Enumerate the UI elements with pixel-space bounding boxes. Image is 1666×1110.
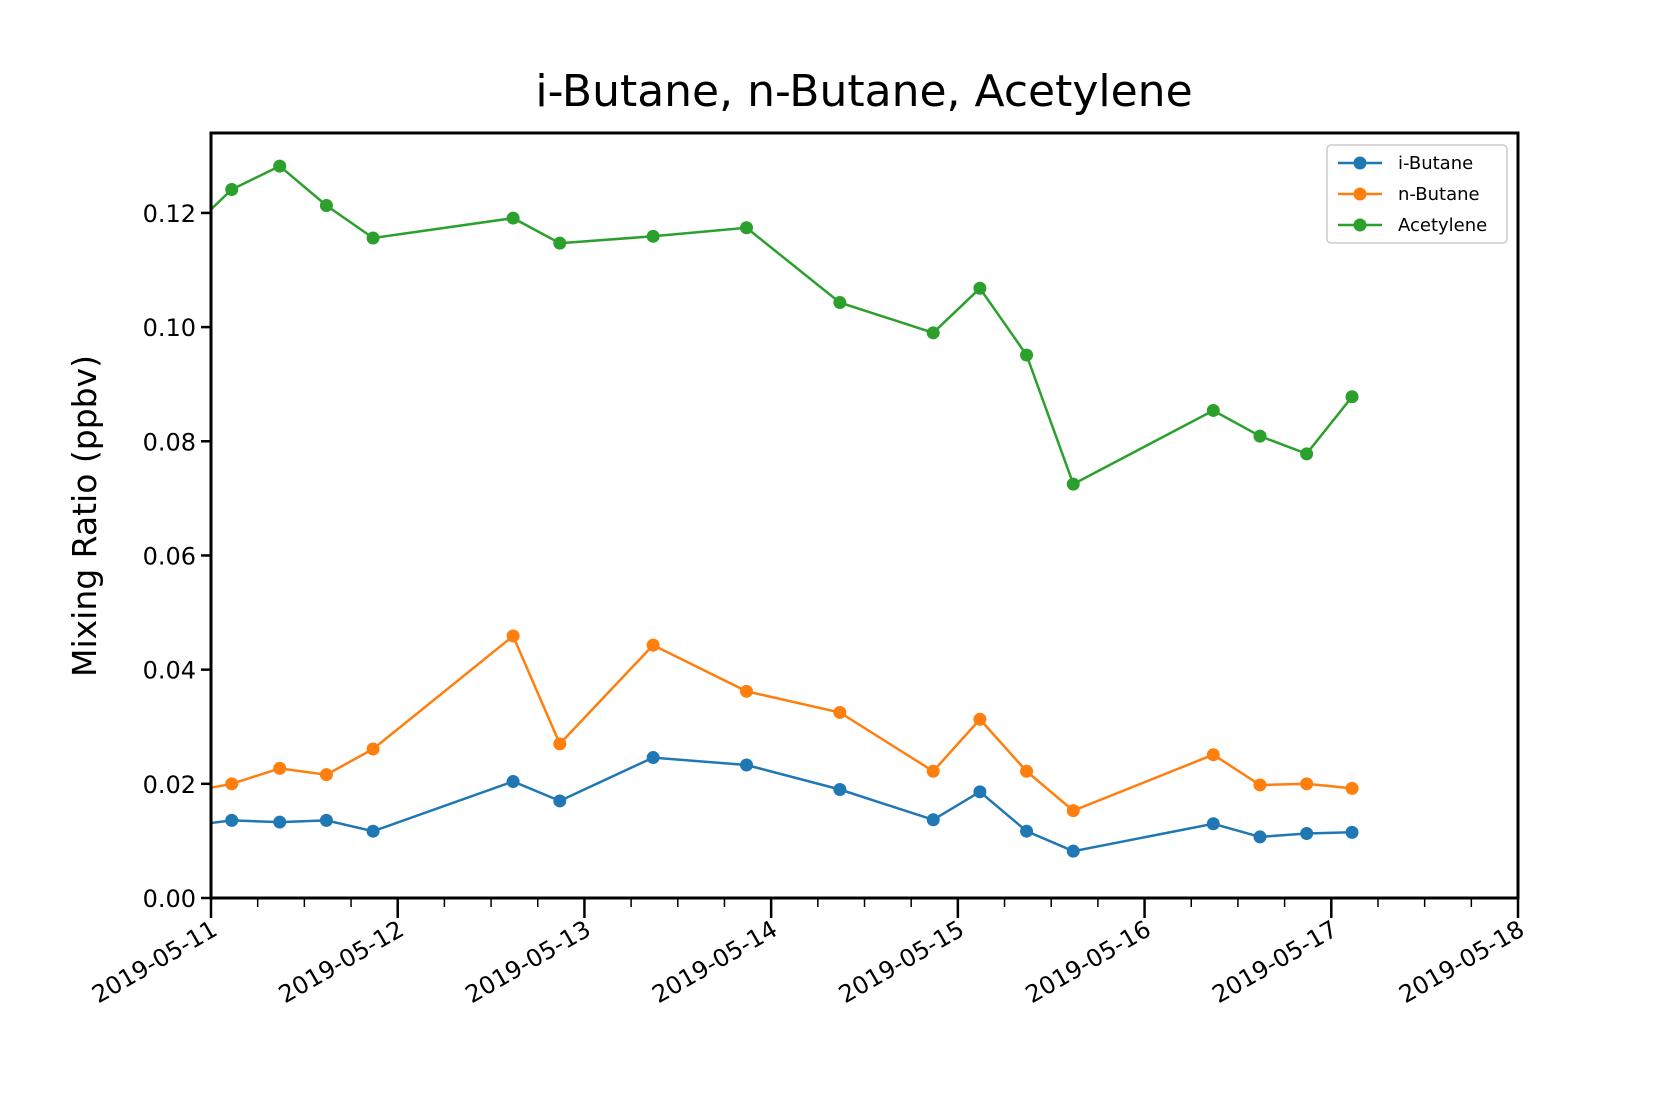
legend: i-Butane n-Butane Acetylene — [1326, 144, 1508, 244]
data-point-acetylene — [1206, 403, 1220, 417]
data-point-n-butane — [553, 737, 567, 751]
data-point-i-butane — [1206, 817, 1220, 831]
x-tick-label: 2019-05-16 — [1021, 915, 1156, 1009]
data-point-i-butane — [973, 785, 987, 799]
data-point-i-butane — [740, 758, 754, 772]
x-tick-label: 2019-05-11 — [87, 915, 222, 1009]
data-point-n-butane — [926, 764, 940, 778]
data-point-acetylene — [1300, 447, 1314, 461]
y-tick-label: 0.02 — [143, 771, 196, 799]
legend-label: Acetylene — [1398, 215, 1487, 236]
legend-label: i-Butane — [1398, 153, 1473, 174]
x-tick-label: 2019-05-15 — [834, 915, 969, 1009]
legend-marker — [1353, 187, 1367, 201]
legend-label: n-Butane — [1398, 184, 1480, 205]
data-point-n-butane — [740, 684, 754, 698]
data-point-i-butane — [273, 815, 287, 829]
data-point-n-butane — [366, 742, 380, 756]
data-point-n-butane — [973, 712, 987, 726]
data-point-acetylene — [1066, 477, 1080, 491]
data-point-i-butane — [1253, 830, 1267, 844]
data-point-i-butane — [1345, 825, 1359, 839]
x-tick-label: 2019-05-17 — [1207, 915, 1342, 1009]
data-point-n-butane — [225, 777, 239, 791]
data-point-n-butane — [1206, 748, 1220, 762]
y-tick-label: 0.04 — [143, 657, 196, 685]
data-point-n-butane — [833, 705, 847, 719]
data-point-acetylene — [319, 199, 333, 213]
legend-box — [1326, 144, 1508, 244]
data-point-acetylene — [973, 281, 987, 295]
data-point-acetylene — [366, 231, 380, 245]
chart-title: i-Butane, n-Butane, Acetylene — [535, 66, 1192, 117]
data-point-acetylene — [833, 296, 847, 310]
data-point-n-butane — [1020, 764, 1034, 778]
y-tick-label: 0.06 — [143, 542, 196, 570]
data-point-acetylene — [273, 159, 287, 173]
series-line-i-butane — [211, 756, 1353, 853]
x-tick-label: 2019-05-18 — [1394, 915, 1529, 1009]
legend-marker — [1353, 218, 1367, 232]
data-point-n-butane — [646, 638, 660, 652]
x-axis: 2019-05-11 2019-05-12 2019-05-13 2019-05-14… — [87, 898, 1529, 1009]
series-line-acetylene — [211, 164, 1353, 486]
data-point-acetylene — [646, 229, 660, 243]
y-tick-label: 0.12 — [143, 200, 196, 228]
series-line-n-butane — [211, 633, 1353, 813]
data-point-i-butane — [926, 813, 940, 827]
data-point-acetylene — [740, 221, 754, 235]
data-point-i-butane — [833, 783, 847, 797]
x-tick-label: 2019-05-14 — [647, 915, 782, 1009]
data-point-n-butane — [1300, 777, 1314, 791]
data-point-n-butane — [273, 761, 287, 775]
y-tick-label: 0.00 — [143, 885, 196, 913]
data-point-acetylene — [506, 211, 520, 225]
data-point-i-butane — [646, 751, 660, 765]
data-point-i-butane — [1066, 844, 1080, 858]
series-layer — [189, 159, 1359, 858]
data-point-n-butane — [1066, 804, 1080, 818]
data-point-n-butane — [1345, 781, 1359, 795]
data-point-i-butane — [225, 813, 239, 827]
data-point-i-butane — [319, 813, 333, 827]
data-point-n-butane — [506, 629, 520, 643]
data-point-i-butane — [366, 824, 380, 838]
data-point-acetylene — [553, 236, 567, 250]
data-point-i-butane — [1300, 826, 1314, 840]
y-axis: 0.00 0.02 0.04 0.06 0.08 0.10 0.12 — [143, 200, 211, 913]
data-point-n-butane — [319, 768, 333, 782]
data-point-i-butane — [1020, 824, 1034, 838]
x-tick-label: 2019-05-12 — [274, 915, 409, 1009]
data-point-acetylene — [225, 183, 239, 197]
y-tick-label: 0.10 — [143, 314, 196, 342]
data-point-i-butane — [189, 818, 202, 831]
data-point-n-butane — [1253, 778, 1267, 792]
data-point-acetylene — [1020, 348, 1034, 362]
y-axis-label: Mixing Ratio (ppbv) — [65, 355, 104, 677]
y-tick-label: 0.08 — [143, 428, 196, 456]
data-point-acetylene — [1253, 429, 1267, 443]
data-point-acetylene — [1345, 390, 1359, 404]
legend-marker — [1353, 156, 1367, 170]
data-point-i-butane — [553, 794, 567, 808]
x-tick-label: 2019-05-13 — [461, 915, 596, 1009]
data-point-acetylene — [926, 326, 940, 340]
data-point-i-butane — [506, 775, 520, 789]
plot-area — [211, 133, 1518, 898]
